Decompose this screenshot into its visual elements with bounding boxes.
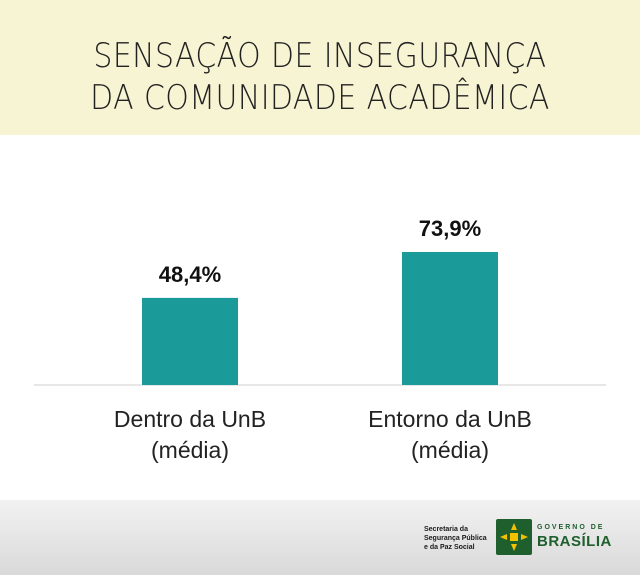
brasilia-label: BRASÍLIA <box>537 533 612 550</box>
footer-band <box>0 500 640 575</box>
category-label-1-line-0: Entorno da UnB <box>368 406 532 432</box>
secretaria-line-2: Segurança Pública <box>424 535 487 542</box>
bar-1 <box>402 251 498 385</box>
brasilia-emblem-icon <box>496 519 532 555</box>
secretaria-label: Secretaria da Segurança Pública e da Paz… <box>424 525 488 552</box>
secretaria-line-3: e da Paz Social <box>424 544 475 551</box>
bar-chart: 48,4% Dentro da UnB (média) 73,9% Entorno da… <box>34 216 606 463</box>
category-label-0-line-1: (média) <box>151 437 229 463</box>
category-label-1-line-1: (média) <box>411 437 489 463</box>
category-label-0-line-0: Dentro da UnB <box>114 406 266 432</box>
chart-title-line-2: DA COMUNIDADE ACADÊMICA <box>90 78 550 118</box>
bar-0 <box>142 297 238 385</box>
governo-label: GOVERNO DE <box>537 524 605 531</box>
chart-title-line-1: SENSAÇÃO DE INSEGURANÇA <box>93 36 547 76</box>
title-banner: SENSAÇÃO DE INSEGURANÇA DA COMUNIDADE AC… <box>0 0 640 135</box>
data-label-0: 48,4% <box>159 262 221 287</box>
data-label-1: 73,9% <box>419 216 481 241</box>
secretaria-line-1: Secretaria da <box>424 526 468 533</box>
